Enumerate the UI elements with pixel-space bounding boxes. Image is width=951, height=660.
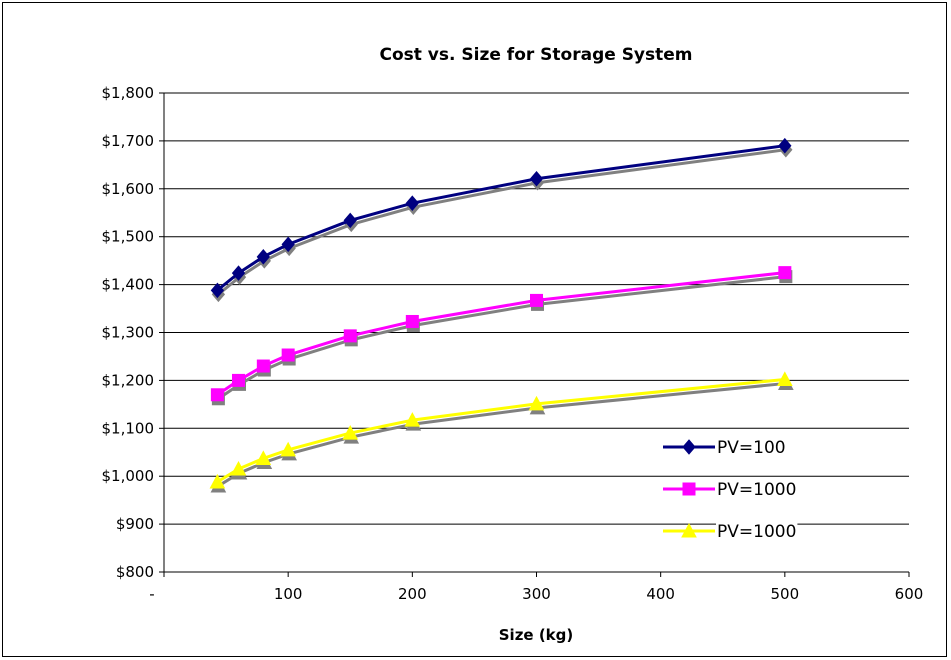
legend-item: PV=1000: [663, 522, 798, 542]
square-marker: [256, 359, 270, 373]
legend: PV=100 PV=1000 PV=1000: [663, 438, 798, 542]
diamond-marker: [343, 212, 357, 229]
triangle-marker: [342, 425, 359, 440]
legend-item: PV=100: [663, 438, 787, 458]
y-tick-label: $800: [116, 563, 154, 581]
legend-label-bg: [716, 438, 787, 458]
y-tick-label: $1,500: [102, 228, 155, 246]
x-tick-label: 400: [646, 585, 675, 603]
diamond-marker: [281, 236, 295, 253]
y-tick-label: $1,300: [102, 324, 155, 342]
chart-title: Cost vs. Size for Storage System: [379, 45, 692, 65]
diamond-marker: [210, 282, 225, 299]
triangle-marker: [404, 412, 421, 427]
triangle-marker: [681, 522, 697, 538]
legend-item: PV=1000: [663, 480, 798, 500]
y-tick-label: $1,000: [102, 467, 155, 485]
series-line: [216, 144, 786, 292]
chart-svg: Cost vs. Size for Storage System $800 $90…: [102, 45, 924, 644]
series-layer: [209, 137, 794, 493]
diamond-marker: [778, 137, 792, 154]
legend-label: PV=1000: [717, 522, 796, 542]
legend-label-bg: [716, 480, 798, 500]
square-marker: [232, 373, 245, 387]
axis-layer: $800 $900 $1,000 $1,100 $1,200 $1,300 $1,400 $1…: [102, 84, 924, 603]
x-tick-label: 500: [771, 585, 800, 603]
x-tick-label: 100: [274, 585, 303, 603]
y-tick-label: $1,100: [102, 419, 155, 437]
square-marker: [682, 482, 696, 496]
square-marker: [405, 314, 419, 328]
triangle-marker: [255, 450, 272, 465]
diamond-marker: [529, 170, 544, 187]
x-axis-label: Size (kg): [499, 626, 574, 644]
triangle-marker: [209, 473, 226, 489]
triangle-marker: [528, 395, 545, 411]
legend-label-bg: [716, 522, 798, 542]
y-tick-label: $1,400: [102, 276, 155, 294]
series-shadow: [217, 381, 786, 488]
square-marker: [281, 348, 295, 362]
y-tick-label: $900: [116, 515, 154, 533]
square-marker: [210, 388, 224, 402]
y-tick-label: $1,800: [102, 84, 155, 102]
series-shadow: [217, 148, 787, 296]
x-tick-label: 200: [398, 585, 427, 603]
legend-label: PV=1000: [717, 480, 796, 500]
series-line: [216, 377, 785, 484]
legend-label: PV=100: [717, 438, 786, 458]
diamond-marker: [256, 249, 270, 265]
grid-layer: [164, 92, 909, 573]
diamond-marker: [405, 195, 419, 211]
x-tick-label: 300: [522, 585, 551, 603]
series-line: [216, 271, 786, 397]
x-tick-label: 600: [895, 585, 924, 603]
y-tick-label: $1,700: [102, 132, 155, 150]
diamond-marker: [231, 265, 246, 281]
square-marker: [530, 293, 543, 307]
diamond-marker: [682, 439, 696, 455]
square-marker: [778, 266, 792, 280]
series-3: [209, 371, 794, 493]
x-tick-label: -: [149, 585, 154, 603]
series-1: [210, 137, 793, 303]
triangle-marker: [776, 371, 793, 386]
triangle-marker: [280, 441, 297, 457]
series-2: [210, 266, 793, 406]
square-marker: [343, 329, 357, 343]
y-tick-label: $1,200: [102, 371, 155, 389]
triangle-marker: [230, 460, 247, 476]
y-tick-label: $1,600: [102, 180, 155, 198]
